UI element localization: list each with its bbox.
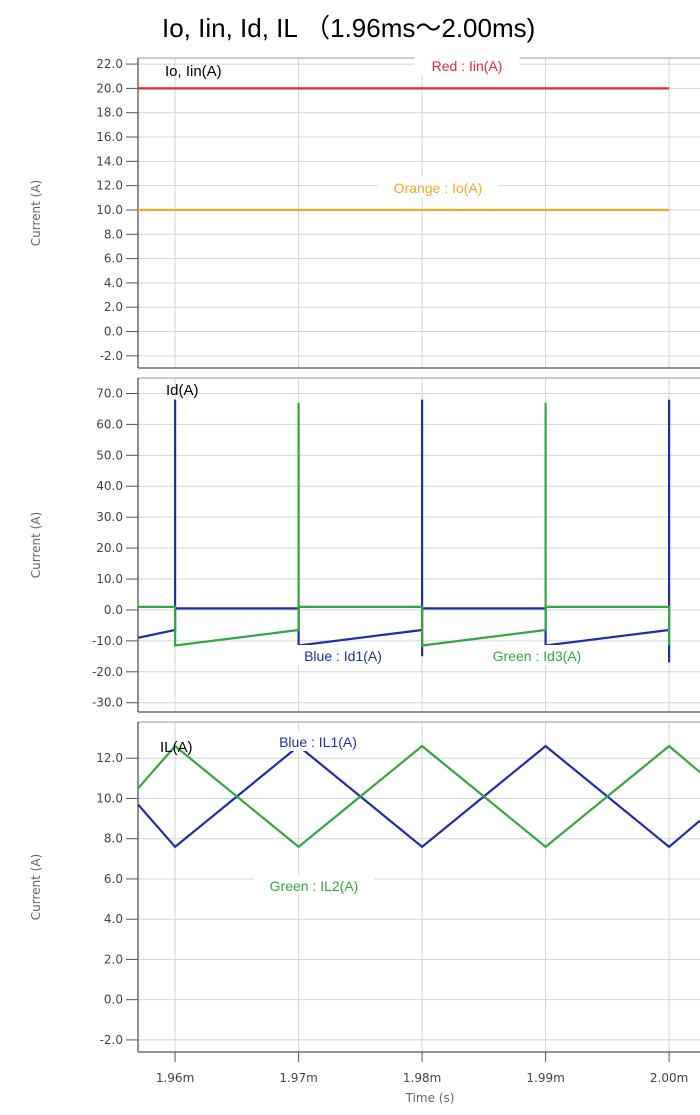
- x-axis-title: Time (s): [405, 1091, 455, 1105]
- chart-panel-1: 22.0 20.0 18.0 16.0 14.0 12.0 10.0 8.0 6.0 4.0 2.0…: [29, 55, 700, 369]
- legend-bg: [253, 875, 375, 895]
- chart-panel-3: 12.0 10.0 8.0 6.0 4.0 2.0 0.0 -2.0 Current (A) Bl…: [29, 721, 700, 1053]
- y-tick-label: 10.0: [96, 791, 123, 805]
- x-tick-label: 1.97m: [279, 1071, 317, 1085]
- y-tick-label: 50.0: [96, 448, 123, 462]
- series-line-id3a: [138, 402, 671, 648]
- y-axis-title: Current (A): [29, 854, 43, 920]
- legend-bg: [476, 645, 598, 665]
- legend-entry: Blue : Id1(A): [304, 648, 382, 664]
- y-tick-label: 14.0: [96, 154, 123, 168]
- y-tick-label: -2.0: [100, 1033, 123, 1047]
- x-tick-label: 1.96m: [156, 1071, 194, 1085]
- y-tick-label: 0.0: [104, 325, 123, 339]
- y-tick-label: 8.0: [104, 227, 123, 241]
- legend-bg: [261, 731, 375, 751]
- y-tick-label: 70.0: [96, 386, 123, 400]
- y-tick-label: 20.0: [96, 541, 123, 555]
- y-tick-label: 6.0: [104, 252, 123, 266]
- legend-entry: Green : IL2(A): [270, 878, 359, 894]
- series-line-id1a: [138, 399, 671, 663]
- y-tick-label: 4.0: [104, 276, 123, 290]
- y-tick-label: 2.0: [104, 300, 123, 314]
- panel-label: IL(A): [160, 739, 193, 756]
- y-tick-label: 0.0: [104, 993, 123, 1007]
- x-tick-label: 2.00m: [650, 1071, 688, 1085]
- y-tick-label: 6.0: [104, 872, 123, 886]
- y-tick-label: 30.0: [96, 510, 123, 524]
- y-tick-label: 10.0: [96, 203, 123, 217]
- y-tick-label: 12.0: [96, 751, 123, 765]
- legend-bg: [414, 55, 520, 75]
- y-tick-label: 22.0: [96, 57, 123, 71]
- legend-entry: Blue : IL1(A): [279, 734, 357, 750]
- series-line-il1a: [138, 744, 700, 849]
- x-axis: 1.96m 1.97m 1.98m 1.99m 2.00m Time (s): [156, 1052, 688, 1105]
- y-tick-label: 12.0: [96, 179, 123, 193]
- y-tick-label: -20.0: [92, 665, 123, 679]
- legend-bg: [377, 177, 499, 197]
- legend-entry: Orange : Io(A): [394, 180, 483, 196]
- x-tick-label: 1.99m: [526, 1071, 564, 1085]
- y-tick-label: 0.0: [104, 603, 123, 617]
- y-tick-label: 20.0: [96, 81, 123, 95]
- panel-label: Id(A): [166, 382, 199, 399]
- y-tick-label: -2.0: [100, 349, 123, 363]
- series-line-il2a: [138, 744, 700, 849]
- y-axis-title: Current (A): [29, 180, 43, 246]
- y-axis-title: Current (A): [29, 512, 43, 578]
- chart-main-title: Io, Iin, Id, IL （1.96ms～2.00ms): [162, 13, 536, 43]
- y-tick-label: 2.0: [104, 952, 123, 966]
- y-tick-label: 18.0: [96, 106, 123, 120]
- y-tick-label: 60.0: [96, 417, 123, 431]
- y-tick-label: -30.0: [92, 696, 123, 710]
- y-tick-label: -10.0: [92, 634, 123, 648]
- y-tick-label: 8.0: [104, 832, 123, 846]
- y-tick-label: 10.0: [96, 572, 123, 586]
- panel-label: Io, Iin(A): [165, 63, 222, 80]
- chart-panel-2: 70.0 60.0 50.0 40.0 30.0 20.0 10.0 0.0 -10.0 -20.…: [29, 377, 700, 713]
- y-tick-label: 16.0: [96, 130, 123, 144]
- x-tick-label: 1.98m: [403, 1071, 441, 1085]
- legend-bg: [286, 645, 400, 665]
- y-tick-label: 4.0: [104, 912, 123, 926]
- legend-entry: Green : Id3(A): [493, 648, 582, 664]
- legend-entry: Red : Iin(A): [432, 58, 503, 74]
- y-tick-label: 40.0: [96, 479, 123, 493]
